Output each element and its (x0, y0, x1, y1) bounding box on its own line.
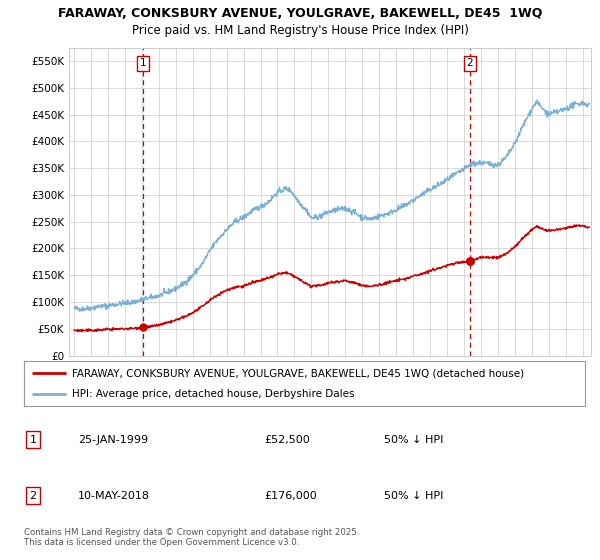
Text: 1: 1 (140, 58, 146, 68)
Text: £176,000: £176,000 (264, 491, 317, 501)
Text: 2: 2 (29, 491, 37, 501)
Text: HPI: Average price, detached house, Derbyshire Dales: HPI: Average price, detached house, Derb… (71, 389, 354, 399)
Text: 25-JAN-1999: 25-JAN-1999 (78, 435, 148, 445)
Text: £52,500: £52,500 (264, 435, 310, 445)
Text: Contains HM Land Registry data © Crown copyright and database right 2025.
This d: Contains HM Land Registry data © Crown c… (24, 528, 359, 547)
Text: 2: 2 (467, 58, 473, 68)
Text: 50% ↓ HPI: 50% ↓ HPI (384, 435, 443, 445)
Text: 10-MAY-2018: 10-MAY-2018 (78, 491, 150, 501)
Text: 50% ↓ HPI: 50% ↓ HPI (384, 491, 443, 501)
Text: FARAWAY, CONKSBURY AVENUE, YOULGRAVE, BAKEWELL, DE45  1WQ: FARAWAY, CONKSBURY AVENUE, YOULGRAVE, BA… (58, 7, 542, 20)
Text: FARAWAY, CONKSBURY AVENUE, YOULGRAVE, BAKEWELL, DE45 1WQ (detached house): FARAWAY, CONKSBURY AVENUE, YOULGRAVE, BA… (71, 368, 524, 379)
Text: Price paid vs. HM Land Registry's House Price Index (HPI): Price paid vs. HM Land Registry's House … (131, 24, 469, 36)
Text: 1: 1 (29, 435, 37, 445)
